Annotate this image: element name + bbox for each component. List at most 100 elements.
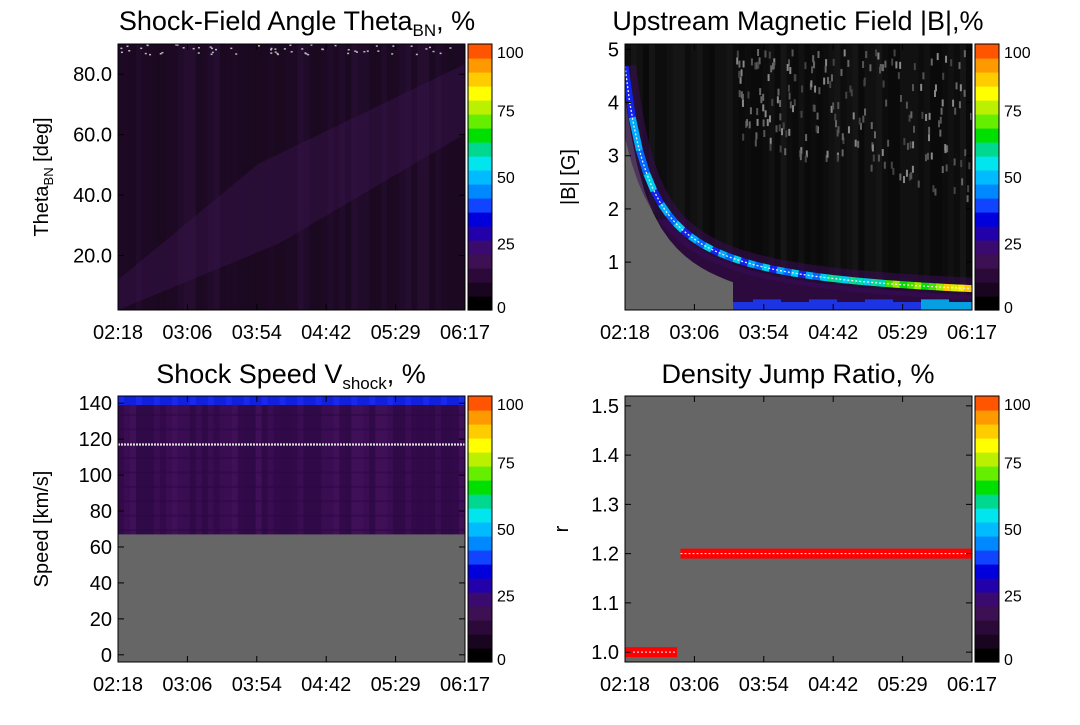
heatmap-sparkle	[788, 85, 790, 92]
colorbar-swatch	[468, 114, 492, 129]
heatmap-sparkle	[270, 52, 272, 54]
heatmap-sparkle	[757, 49, 759, 56]
colorbar-swatch	[975, 396, 999, 411]
heatmap-sparkle	[961, 178, 963, 185]
heatmap-sparkle	[964, 50, 966, 57]
heatmap-sparkle	[800, 111, 802, 118]
colorbar-swatch	[468, 142, 492, 157]
panel-density-jump: Density Jump Ratio, % 1.01.11.21.31.41.5…	[551, 359, 1031, 696]
colorbar-tick-label: 0	[497, 300, 506, 317]
heatmap-sparkle	[848, 126, 850, 133]
panel-title: Shock Speed Vshock, %	[156, 359, 426, 393]
heatmap-sparkle	[805, 134, 807, 141]
y-tick-label: 1.0	[591, 642, 619, 664]
heatmap-row-band	[118, 457, 465, 459]
heatmap-cell-blue	[268, 396, 274, 405]
heatmap-sparkle	[864, 109, 866, 116]
colorbar-swatch	[975, 58, 999, 73]
heatmap-row-band	[118, 500, 465, 502]
x-tick-label: 03:54	[739, 322, 789, 344]
heatmap-sparkle	[128, 50, 130, 52]
heatmap-sparkle	[788, 129, 790, 136]
heatmap-columns	[118, 396, 466, 534]
heatmap-sparkle	[831, 74, 833, 81]
colorbar-swatch	[975, 282, 999, 297]
colorbar-swatch	[468, 226, 492, 241]
heatmap-sparkle	[765, 110, 767, 117]
heatmap-sparkle	[842, 149, 844, 156]
heatmap-sparkle	[942, 99, 944, 106]
heatmap-row-band	[118, 414, 465, 416]
heatmap-sparkle	[938, 120, 940, 127]
colorbar-swatch	[468, 592, 492, 607]
x-tick-label: 05:29	[878, 322, 928, 344]
heatmap-sparkle	[792, 105, 794, 112]
heatmap-sparkle	[777, 96, 779, 103]
heatmap-sparkle	[834, 114, 836, 121]
secondary-band-cell	[893, 302, 921, 314]
heatmap-sparkle	[794, 74, 796, 81]
heatmap-sparkle	[884, 61, 886, 68]
heatmap-cell	[936, 44, 942, 310]
heatmap-sparkle	[811, 66, 813, 73]
heatmap-cell	[184, 396, 190, 534]
heatmap-sparkle	[356, 51, 358, 53]
x-tick-label: 02:18	[600, 322, 650, 344]
heatmap-sparkle	[899, 62, 901, 69]
heatmap-sparkle	[789, 67, 791, 74]
heatmap-cell-blue	[453, 396, 459, 405]
heatmap-cell-blue	[160, 396, 166, 405]
colorbar-swatch	[975, 156, 999, 171]
heatmap-sparkle	[818, 87, 820, 94]
colorbar-swatch	[468, 508, 492, 523]
heatmap-sparkle	[895, 61, 897, 68]
heatmap-sparkle	[825, 66, 827, 73]
heatmap-sparkle	[305, 53, 307, 55]
heatmap-sparkle	[840, 69, 842, 76]
secondary-band-cell	[949, 302, 977, 314]
heatmap-sparkle	[932, 185, 934, 192]
heatmap-sparkle	[899, 174, 901, 181]
heatmap-cell	[226, 396, 232, 534]
heatmap-sparkle	[145, 53, 147, 55]
secondary-band-cell	[837, 302, 865, 314]
heatmap-sparkle	[937, 53, 939, 60]
heatmap-cell-blue	[351, 396, 357, 405]
heatmap-cell	[178, 396, 184, 534]
heatmap-sparkle	[801, 85, 803, 92]
y-tick-label: 80	[90, 501, 112, 523]
heatmap-sparkle	[120, 48, 122, 50]
colorbar-swatch	[975, 114, 999, 129]
heatmap-sparkle	[212, 52, 214, 54]
heatmap-cell	[124, 396, 130, 534]
heatmap-sparkle	[792, 49, 794, 56]
heatmap-cell	[363, 396, 369, 534]
colorbar-swatch	[468, 466, 492, 481]
heatmap-sparkle	[769, 52, 771, 59]
colorbar-tick-label: 50	[1004, 170, 1022, 187]
heatmap-sparkle	[927, 153, 929, 160]
heatmap-area	[625, 396, 972, 662]
y-tick-label: 5	[608, 39, 619, 61]
heatmap-cell-blue	[327, 396, 333, 405]
y-tick-label: 100	[79, 465, 112, 487]
heatmap-sparkle	[794, 99, 796, 106]
heatmap-sparkle	[193, 48, 195, 50]
heatmap-cell-blue	[405, 396, 411, 405]
heatmap-sparkle	[776, 125, 778, 132]
colorbar-swatch	[975, 648, 999, 663]
heatmap-cell	[888, 44, 894, 310]
y-tick-label: 1.5	[591, 396, 619, 418]
y-tick-label: 140	[79, 393, 112, 415]
colorbar-swatch	[975, 620, 999, 635]
heatmap-sparkle	[149, 54, 151, 56]
heatmap-sparkle	[954, 187, 956, 194]
heatmap-cell-blue	[333, 396, 339, 405]
heatmap-sparkle	[918, 181, 920, 188]
heatmap-sparkle	[873, 155, 875, 162]
heatmap-sparkle	[891, 59, 893, 66]
y-axis-label: |B| [G]	[558, 149, 580, 205]
heatmap-sparkle	[215, 49, 217, 51]
